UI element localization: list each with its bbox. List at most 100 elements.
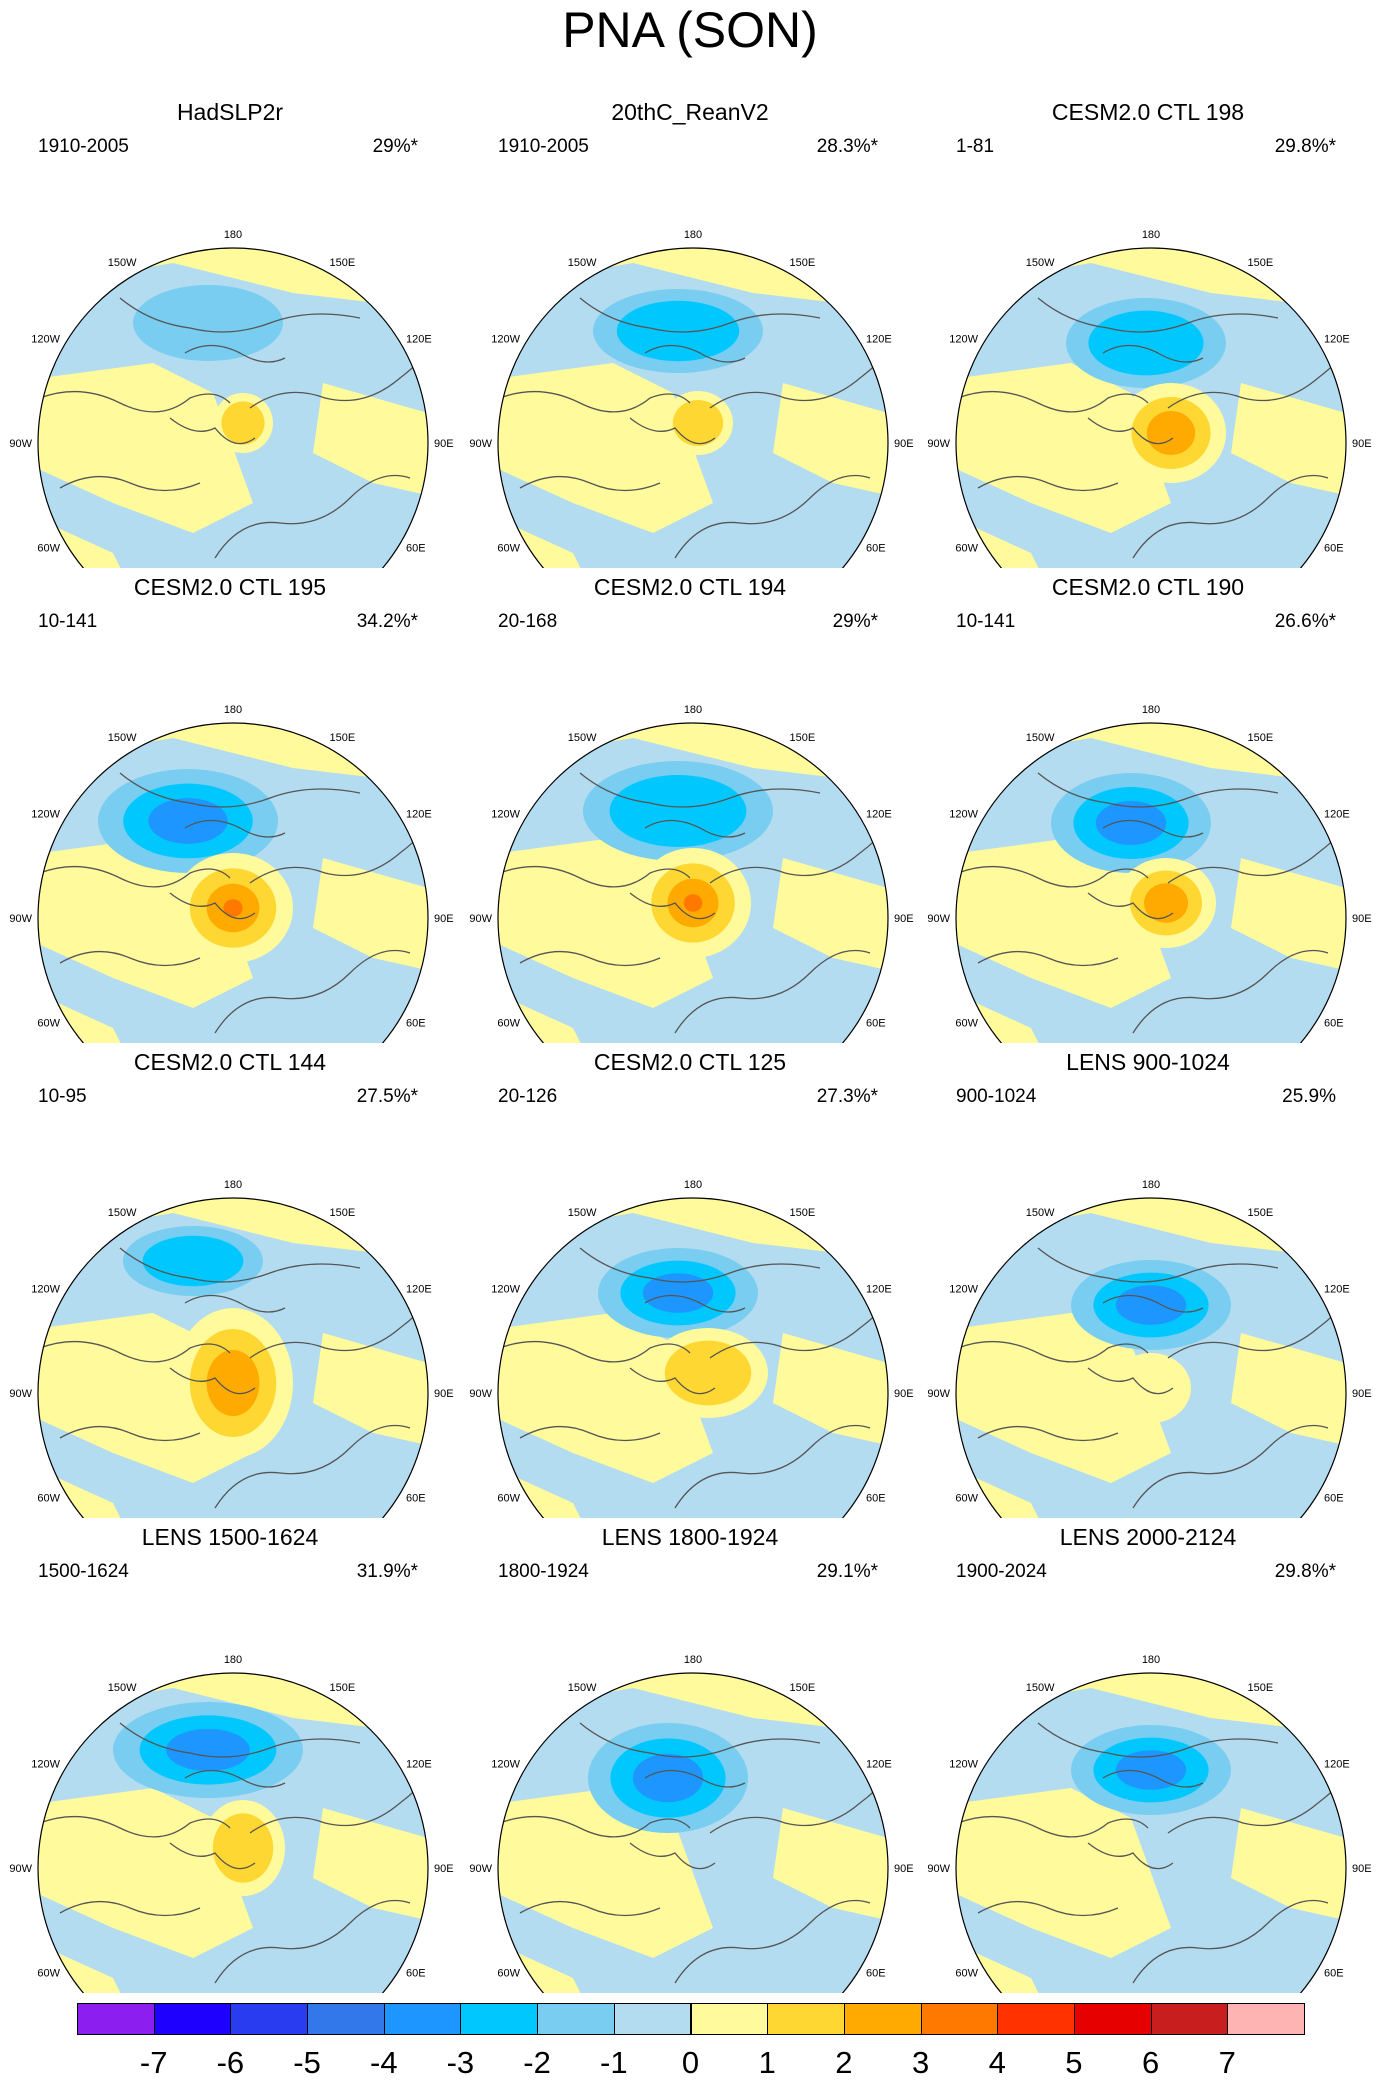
longitude-label: 120W: [949, 334, 978, 346]
longitude-label: 60W: [955, 543, 978, 555]
globe-outline: [955, 247, 1347, 568]
polar-map: 180150E120E90E60E30E030W60W90W120W150W: [469, 1179, 914, 1518]
positive-anomaly-contour: [1111, 1353, 1191, 1423]
coastline: [629, 417, 716, 445]
coastline: [1132, 1424, 1329, 1509]
colorbar-label: -1: [600, 2045, 628, 2080]
panel-period: 1-81: [956, 136, 995, 157]
coastline: [59, 1900, 201, 1917]
longitude-label: 180: [684, 704, 702, 716]
longitude-label: 120W: [31, 334, 60, 346]
coastline: [579, 1247, 821, 1283]
panel-title: CESM2.0 CTL 195: [133, 574, 327, 600]
longitude-label: 180: [1142, 1654, 1160, 1666]
positive-anomaly-region: [38, 723, 428, 788]
longitude-label: 120W: [31, 809, 60, 821]
globe-outline: [497, 247, 889, 568]
panel-variance-explained: 29.8%*: [1274, 136, 1336, 157]
longitude-label: 120W: [491, 1759, 520, 1771]
longitude-label: 120E: [866, 1284, 892, 1296]
polar-map: 180150E120E90E60E30E030W60W90W120W150W: [927, 229, 1372, 568]
longitude-label: 90W: [927, 1388, 950, 1400]
coastline: [499, 865, 691, 888]
longitude-label: 180: [1142, 704, 1160, 716]
coastline: [674, 949, 871, 1034]
coastline: [957, 1815, 1149, 1838]
coastline: [957, 390, 1149, 413]
panel-period: 1900-2024: [956, 1561, 1047, 1582]
coastline: [214, 1424, 411, 1509]
negative-anomaly-contour: [1115, 1750, 1187, 1790]
coastline: [644, 1769, 746, 1788]
colorbar-label: -4: [370, 2045, 398, 2080]
colorbar-label: -7: [139, 2045, 168, 2080]
coastline: [184, 1769, 286, 1788]
colorbar-label: 4: [988, 2045, 1006, 2080]
longitude-label: 60E: [866, 1018, 886, 1030]
longitude-label: 90E: [1352, 438, 1372, 450]
coastline: [39, 390, 231, 413]
longitude-label: 90W: [9, 438, 32, 450]
negative-anomaly-contour: [609, 775, 747, 847]
panel-variance-explained: 29%*: [832, 611, 878, 632]
longitude-label: 180: [1142, 1179, 1160, 1191]
positive-anomaly-contour: [223, 899, 243, 917]
coastline: [499, 1815, 691, 1838]
longitude-label: 60W: [37, 1018, 60, 1030]
longitude-label: 60E: [1324, 1493, 1344, 1505]
panel-title: CESM2.0 CTL 144: [133, 1049, 327, 1075]
panel-period: 1910-2005: [498, 136, 589, 157]
longitude-label: 150E: [330, 732, 356, 744]
polar-map: 180150E120E90E60E30E030W60W90W120W150W: [9, 1654, 454, 1993]
longitude-label: 150W: [108, 257, 137, 269]
longitude-label: 60E: [406, 1018, 426, 1030]
colorbar-label: -6: [216, 2045, 245, 2080]
coastline: [644, 1294, 746, 1313]
positive-anomaly-region: [956, 838, 1171, 1008]
colorbar-swatch: [460, 2003, 539, 2035]
positive-anomaly-contour: [221, 401, 265, 445]
map-panel: 180150E120E90E60E30E030W60W90W120W150W20…: [460, 98, 920, 573]
longitude-label: 90W: [9, 1388, 32, 1400]
positive-anomaly-region: [38, 363, 253, 533]
coastline: [184, 1294, 286, 1313]
coastline: [1087, 1367, 1174, 1395]
coastline: [1132, 1899, 1329, 1984]
coastline: [119, 1247, 361, 1283]
globe-outline: [37, 722, 429, 1043]
longitude-label: 90E: [1352, 913, 1372, 925]
negative-anomaly-contour: [616, 300, 740, 362]
coastline: [169, 417, 256, 445]
positive-anomaly-contour: [1146, 411, 1196, 455]
coastline: [644, 344, 746, 363]
longitude-label: 120E: [406, 1284, 432, 1296]
longitude-label: 90W: [9, 913, 32, 925]
coastline: [957, 865, 1149, 888]
longitude-label: 120E: [866, 1759, 892, 1771]
colorbar-label: -3: [446, 2045, 475, 2080]
panel-title: LENS 900-1024: [1066, 1049, 1230, 1075]
longitude-label: 150W: [1026, 1682, 1055, 1694]
longitude-label: 120E: [1324, 809, 1350, 821]
positive-anomaly-region: [498, 1198, 888, 1263]
globe-outline: [37, 1672, 429, 1993]
colorbar-swatch: [77, 2003, 155, 2035]
colorbar-swatch: [920, 2003, 999, 2035]
coastline: [644, 819, 746, 838]
colorbar-swatch: [767, 2003, 845, 2035]
longitude-label: 60E: [406, 1968, 426, 1980]
panel-variance-explained: 29.8%*: [1274, 1561, 1336, 1582]
map-panel: 180150E120E90E60E30E030W60W90W120W150WLE…: [0, 1523, 460, 1998]
longitude-label: 90E: [434, 1863, 454, 1875]
globe-outline: [37, 247, 429, 568]
longitude-label: 60E: [866, 1968, 886, 1980]
coastline: [1132, 474, 1329, 559]
negative-anomaly-contour: [632, 1753, 704, 1803]
negative-anomaly-contour: [166, 1728, 250, 1772]
coastline: [1037, 297, 1279, 333]
polar-map: 180150E120E90E60E30E030W60W90W120W150W: [9, 229, 454, 568]
positive-anomaly-contour: [1144, 883, 1188, 923]
coastline: [59, 475, 201, 492]
coastline: [59, 1425, 201, 1442]
globe-outline: [955, 1197, 1347, 1518]
